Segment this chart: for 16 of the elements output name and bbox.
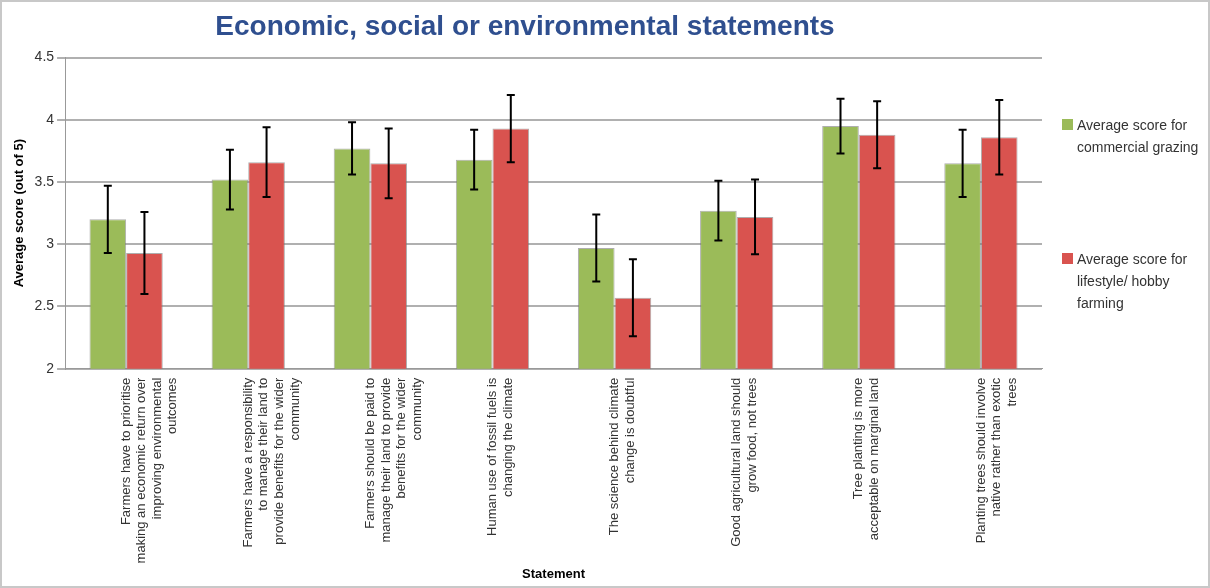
y-tick-label: 4.5 bbox=[34, 48, 55, 65]
y-tick-label: 4 bbox=[46, 110, 55, 127]
x-tick-label: Farmers should be paid to manage their land to provide benefits for the wider community bbox=[361, 377, 424, 543]
x-tick-label: Farmers have to prioritise making an economic return over improving environmental outcomes bbox=[117, 377, 180, 564]
x-tick-label: Farmers have a responsibility to manage their land to provide benefits for the wider community bbox=[239, 377, 302, 548]
y-axis-title: Average score (out of 5) bbox=[11, 138, 27, 288]
y-tick-label: 3 bbox=[46, 235, 55, 252]
x-axis-title: Statement bbox=[522, 565, 586, 581]
x-tick-label: Planting trees should involve native rather than exotic trees bbox=[972, 377, 1019, 544]
legend-label: Average score for lifestyle/ hobby farming bbox=[1077, 250, 1189, 313]
legend-label: Average score for commercial grazing bbox=[1077, 116, 1200, 157]
y-tick-label: 2.5 bbox=[34, 297, 55, 314]
y-tick-label: 3.5 bbox=[34, 172, 55, 189]
chart-title: Economic, social or environmental statements bbox=[215, 9, 835, 41]
y-tick-label: 2 bbox=[46, 359, 55, 376]
x-tick-label: The science behind climate change is doubtful bbox=[606, 377, 637, 536]
